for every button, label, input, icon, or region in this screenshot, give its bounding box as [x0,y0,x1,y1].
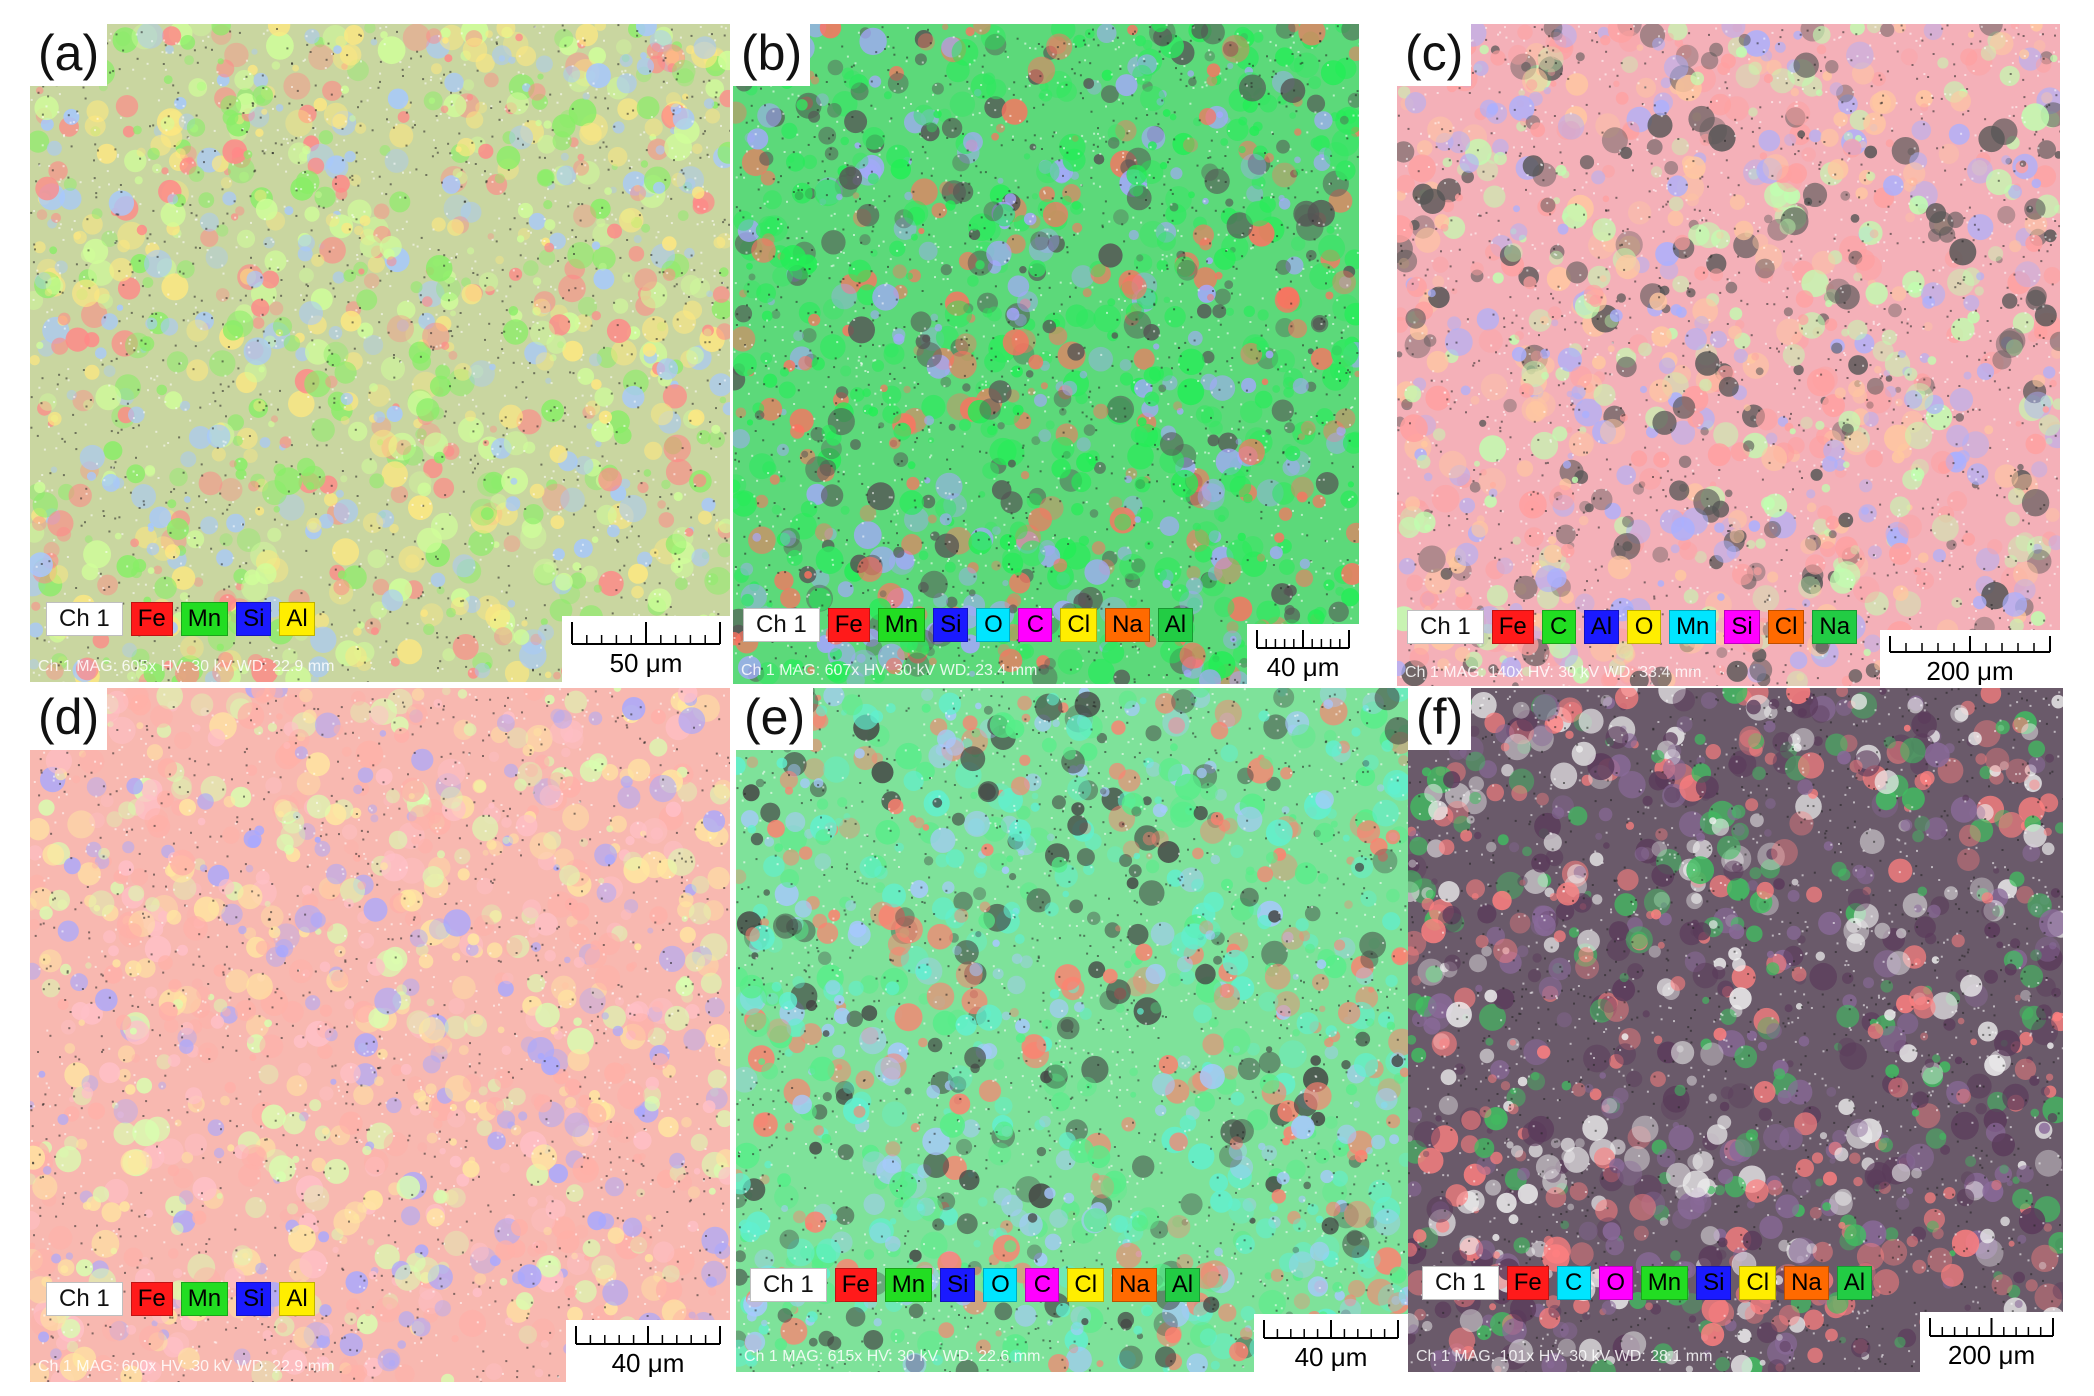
channel-chip: Ch 1 [743,608,820,642]
scale-ruler-b [1256,630,1350,649]
element-chip: Fe [1506,1266,1549,1300]
legend-f: Ch 1 Fe C O Mn Si Cl Na Al [1422,1266,1873,1300]
eds-map-d [30,688,730,1382]
channel-chip: Ch 1 [750,1268,827,1302]
scale-label-f: 200 μm [1947,1340,2036,1370]
channel-chip: Ch 1 [46,1282,123,1316]
panel-label-d: (d) [30,688,108,750]
element-chip: Na [1784,1266,1829,1300]
element-chip: Al [1836,1266,1873,1300]
scale-bar-d: 40 μm [566,1320,730,1382]
panel-d: (d) Ch 1 Fe Mn Si Al Ch 1 MAG: 600x HV: 30 k… [30,688,730,1382]
scale-ruler-c [1889,636,2051,653]
acquisition-info-b: Ch 1 MAG: 607x HV: 30 kV WD: 23.4 mm [741,662,1038,679]
element-chip: Mn [1669,610,1717,644]
panel-c: (c) Ch 1 Fe C Al O Mn Si Cl Na Ch 1 MAG: 140x HV… [1397,24,2060,686]
element-chip: Al [1157,608,1194,642]
element-chip: Al [279,1282,315,1316]
element-chip: Fe [834,1268,877,1302]
element-chip: Na [1105,608,1150,642]
acquisition-info-a: Ch 1 MAG: 605x HV: 30 kV WD: 22.9 mm [38,658,335,675]
element-chip: O [976,608,1011,642]
scale-label-d: 40 μm [611,1348,685,1378]
element-chip: O [1598,1266,1633,1300]
panel-label-e: (e) [736,688,814,750]
element-chip: Fe [130,1282,173,1316]
element-chip: Si [1696,1266,1732,1300]
eds-map-f [1408,688,2063,1372]
scale-bar-a: 50 μm [562,616,730,682]
scale-bar-b: 40 μm [1247,624,1359,684]
scale-ruler-f [1929,1318,2054,1337]
eds-map-a [30,24,730,682]
element-chip: Si [236,602,272,636]
panel-label-c: (c) [1397,24,1472,86]
element-chip: Mn [1640,1266,1689,1300]
element-chip: O [1627,610,1662,644]
eds-map-b [733,24,1359,684]
scale-ruler-d [575,1326,721,1345]
element-chip: Si [1724,610,1760,644]
element-chip: Al [1164,1268,1201,1302]
element-chip: C [1025,1268,1060,1302]
acquisition-info-d: Ch 1 MAG: 600x HV: 30 kV WD: 22.9 mm [38,1358,335,1375]
channel-chip: Ch 1 [1407,610,1484,644]
element-chip: Na [1112,1268,1157,1302]
element-chip: Fe [827,608,870,642]
acquisition-info-e: Ch 1 MAG: 615x HV: 30 kV WD: 22.6 mm [744,1348,1041,1365]
panel-f: (f) Ch 1 Fe C O Mn Si Cl Na Al Ch 1 MAG: 101x HV… [1408,688,2063,1372]
scale-bar-e: 40 μm [1254,1314,1408,1372]
panel-label-b: (b) [733,24,811,86]
acquisition-info-c: Ch 1 MAG: 140x HV: 30 kV WD: 33.4 mm [1405,664,1702,681]
element-chip: Fe [130,602,173,636]
element-chip: Si [236,1282,272,1316]
scale-label-e: 40 μm [1294,1342,1368,1372]
acquisition-info-f: Ch 1 MAG: 101x HV: 30 kV WD: 28.1 mm [1416,1348,1713,1365]
element-chip: Cl [1060,608,1098,642]
element-chip: Na [1812,610,1858,644]
scale-ruler-a [571,622,721,645]
channel-chip: Ch 1 [1422,1266,1499,1300]
panel-e: (e) Ch 1 Fe Mn Si O C Cl Na Al Ch 1 MAG: 615x HV… [736,688,1408,1372]
element-chip: Mn [884,1268,933,1302]
element-chip: Fe [1491,610,1534,644]
element-chip: Cl [1767,610,1805,644]
element-chip: C [1541,610,1576,644]
scale-label-c: 200 μm [1926,656,2014,686]
scale-ruler-e [1263,1320,1399,1339]
element-chip: Mn [180,1282,229,1316]
element-chip: Mn [877,608,926,642]
element-chip: Cl [1739,1266,1777,1300]
element-chip: Al [1583,610,1620,644]
panel-label-f: (f) [1408,688,1472,750]
element-chip: Al [279,602,315,636]
element-chip: C [1018,608,1053,642]
scale-bar-c: 200 μm [1880,630,2060,686]
panel-a: (a) Ch 1 Fe Mn Si Al Ch 1 MAG: 605x HV: 30 k… [30,24,730,682]
eds-map-c [1397,24,2060,686]
panel-b: (b) Ch 1 Fe Mn Si O C Cl Na Al Ch 1 MAG: 607x HV… [733,24,1359,684]
element-chip: O [983,1268,1018,1302]
legend-e: Ch 1 Fe Mn Si O C Cl Na Al [750,1268,1201,1302]
element-chip: C [1556,1266,1591,1300]
scale-label-b: 40 μm [1266,652,1340,682]
element-chip: Si [933,608,969,642]
eds-map-e [736,688,1408,1372]
scale-label-a: 50 μm [609,648,683,678]
scale-bar-f: 200 μm [1920,1312,2063,1372]
legend-a: Ch 1 Fe Mn Si Al [46,602,315,636]
element-chip: Si [940,1268,976,1302]
channel-chip: Ch 1 [46,602,123,636]
legend-c: Ch 1 Fe C Al O Mn Si Cl Na [1407,610,1858,644]
legend-d: Ch 1 Fe Mn Si Al [46,1282,315,1316]
legend-b: Ch 1 Fe Mn Si O C Cl Na Al [743,608,1194,642]
element-chip: Mn [180,602,229,636]
panel-label-a: (a) [30,24,108,86]
element-chip: Cl [1067,1268,1105,1302]
